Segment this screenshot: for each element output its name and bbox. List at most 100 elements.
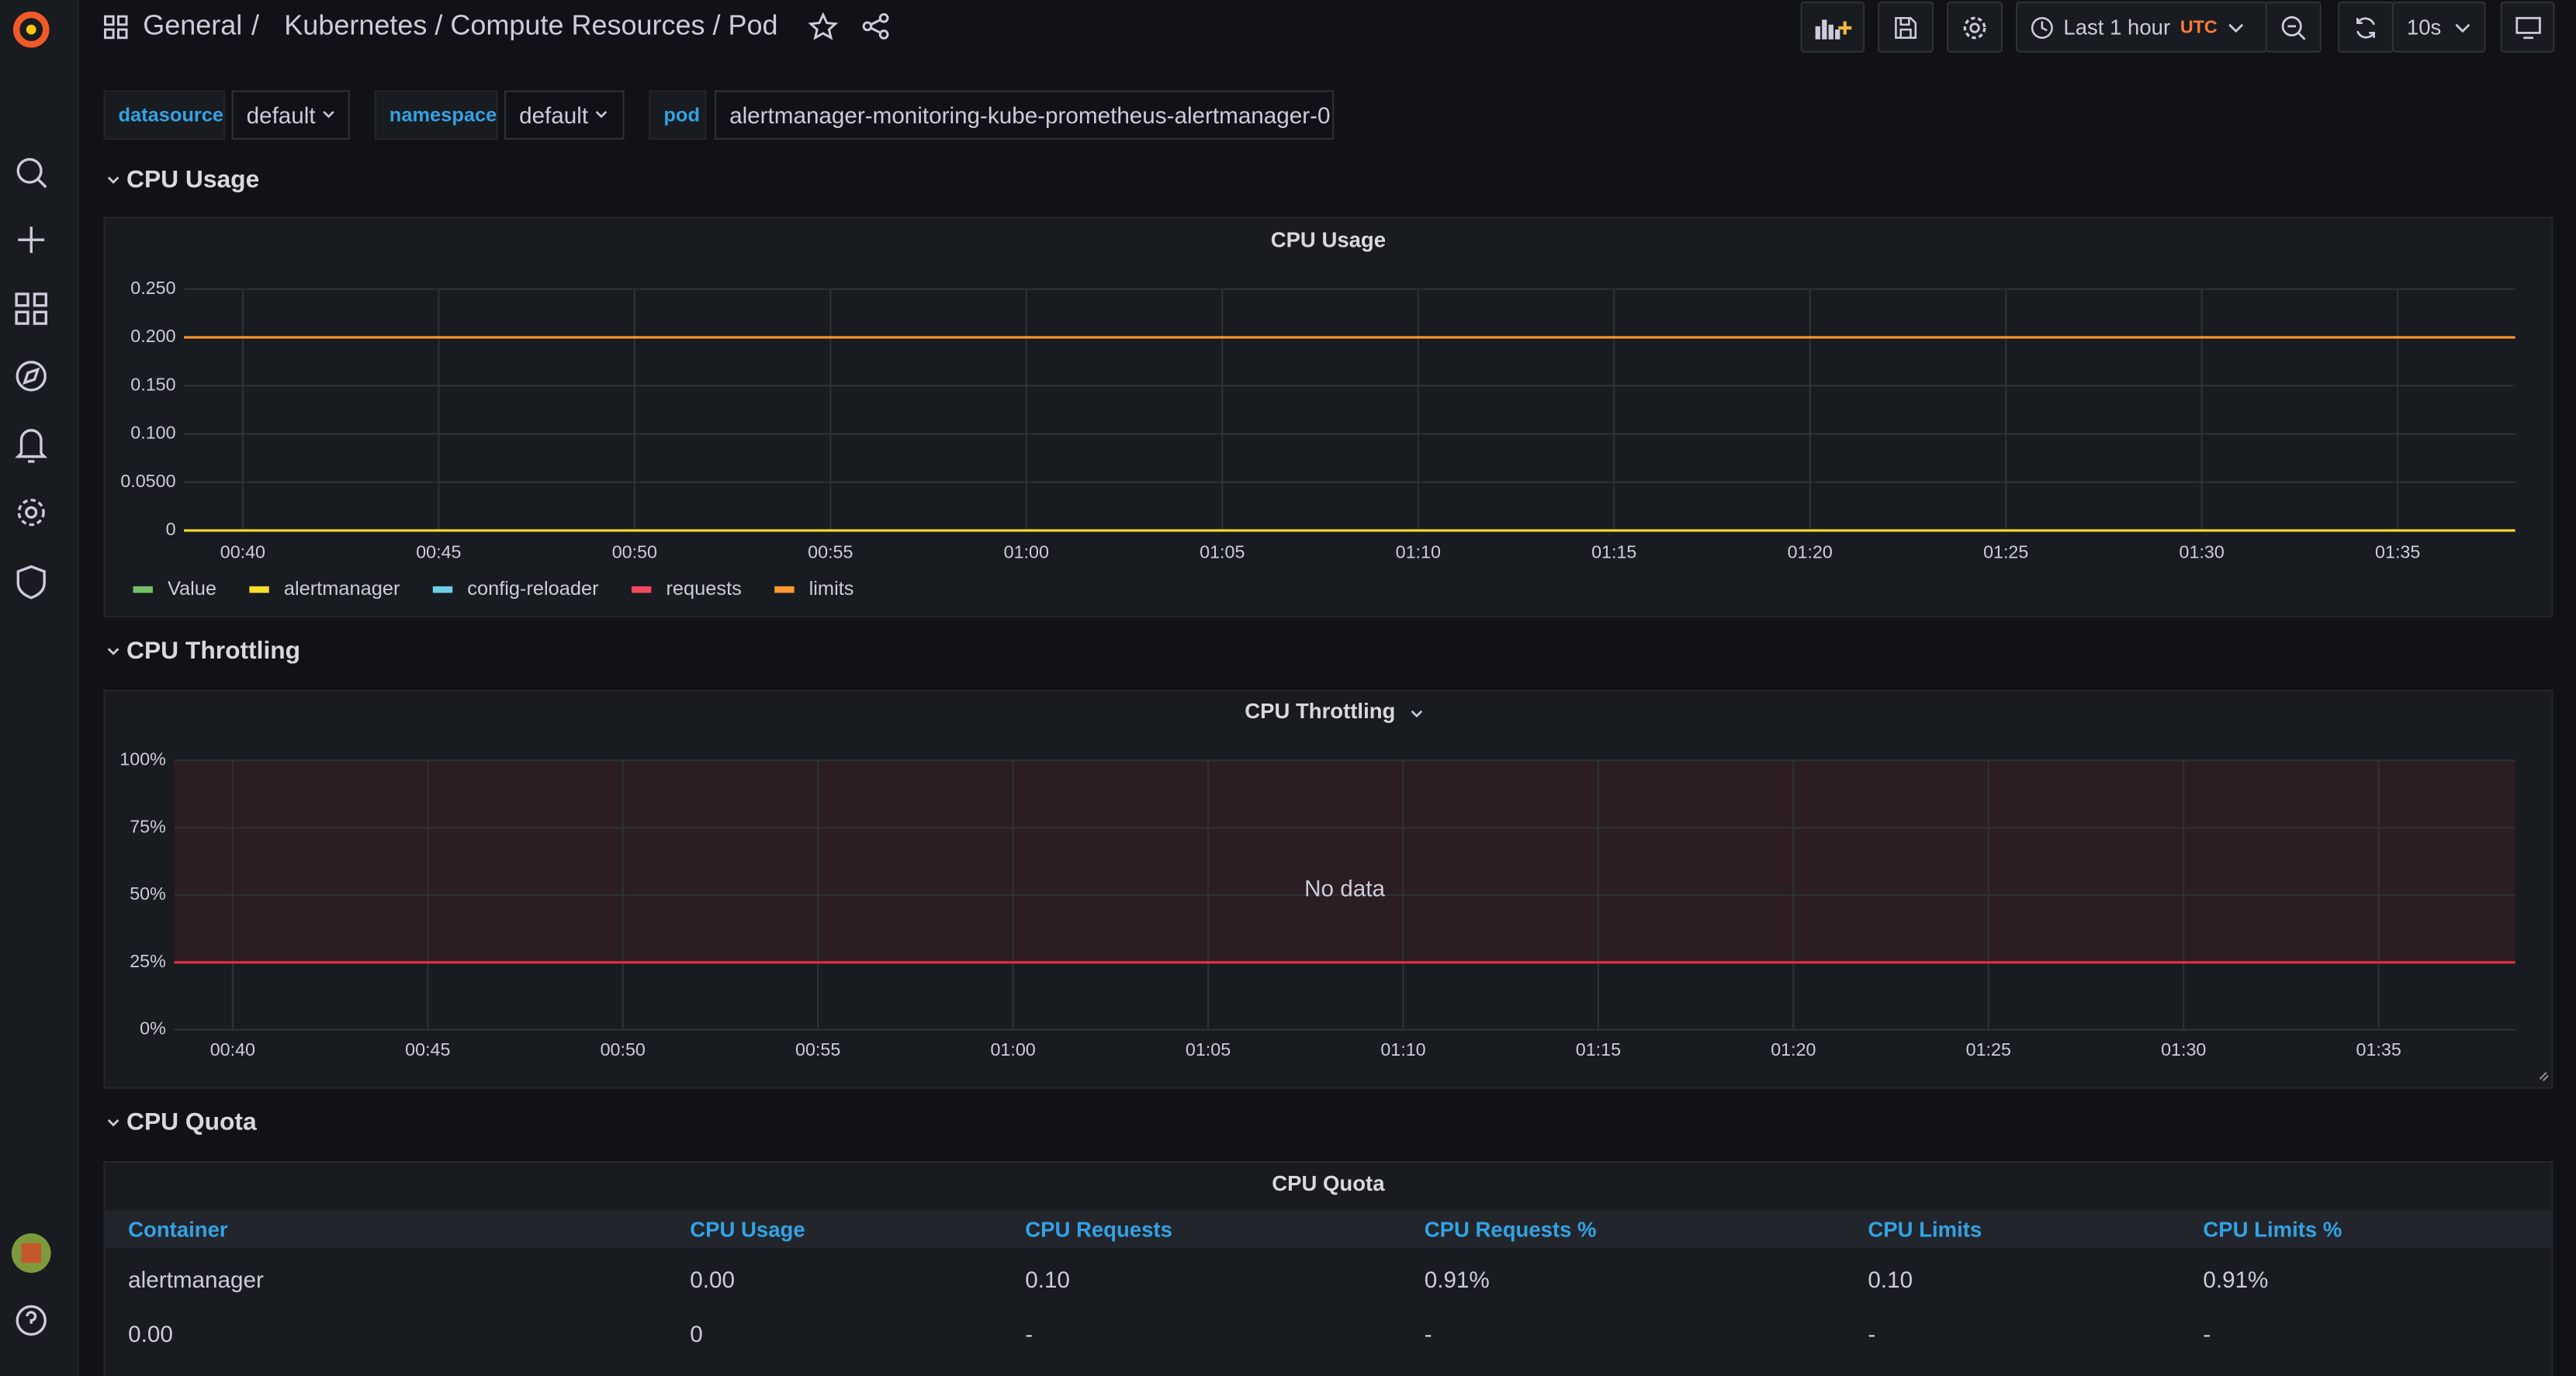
add-panel-button[interactable] — [1800, 2, 1865, 53]
x-tick-label: 01:00 — [1004, 542, 1049, 562]
explore-icon[interactable] — [16, 361, 47, 392]
chevron — [323, 111, 334, 119]
create-icon[interactable] — [18, 226, 45, 254]
threshold-area — [174, 760, 2515, 963]
time-range: Last 1 hour — [2063, 15, 2171, 40]
shield-icon[interactable] — [16, 565, 46, 600]
title-actions — [808, 12, 889, 40]
x-tick-label: 01:20 — [1771, 1039, 1816, 1060]
x-tick-label: 00:40 — [220, 542, 265, 562]
row-chevron[interactable] — [106, 644, 122, 660]
row-chevron[interactable] — [106, 1115, 122, 1132]
x-tick-label: 00:50 — [601, 1039, 646, 1060]
row-title[interactable]: CPU Throttling — [126, 637, 301, 666]
x-tick-label: 00:55 — [808, 542, 853, 562]
variable-dropdown[interactable]: default — [231, 90, 350, 140]
search-icon[interactable] — [16, 157, 47, 188]
chevron — [1330, 109, 1332, 122]
breadcrumb-separator: / — [251, 9, 259, 41]
chevron — [2228, 22, 2243, 33]
timezone: UTC — [2180, 17, 2218, 37]
y-tick-label: 0.100 — [130, 423, 175, 443]
y-tick-label: 0.250 — [130, 278, 175, 298]
dashboard-icon — [104, 15, 128, 40]
table-cell: 0.91% — [1424, 1266, 1490, 1293]
cpu-usage-chart: CPU Usage 0 0.0500 0.100 0.150 0.200 0.250 00:4… — [120, 228, 2515, 600]
variable-dropdown[interactable]: alertmanager-monitoring-kube-prometheus-… — [715, 90, 1335, 140]
row-chevron[interactable] — [106, 172, 122, 188]
title-chevron — [1411, 710, 1423, 717]
zoom-out-button[interactable] — [2265, 2, 2322, 53]
panel: CPU Usage 0 0.0500 0.100 0.150 0.200 0.250 00:4… — [103, 216, 2553, 618]
refresh-button[interactable] — [2337, 2, 2394, 53]
alerting-icon[interactable] — [15, 429, 48, 463]
share-button[interactable] — [862, 12, 889, 40]
y-tick-label: 0 — [166, 519, 176, 539]
column-header[interactable]: Container — [128, 1216, 228, 1242]
x-tick-label: 01:30 — [2180, 542, 2225, 562]
x-tick-label: 01:10 — [1396, 542, 1441, 562]
x-tick-label: 01:30 — [2161, 1039, 2206, 1060]
x-tick-label: 01:00 — [990, 1039, 1035, 1060]
avatar[interactable] — [11, 1233, 51, 1273]
legend-label[interactable]: config-reloader — [467, 578, 599, 600]
variable-value: default — [246, 102, 316, 129]
variable-dropdown[interactable]: default — [504, 90, 625, 140]
dashboards-icon[interactable] — [15, 292, 47, 325]
clock-icon — [2031, 16, 2053, 38]
column-header[interactable]: CPU Limits — [1868, 1216, 1982, 1242]
legend-label[interactable]: limits — [809, 578, 854, 600]
time-picker[interactable]: Last 1 hour UTC — [2015, 2, 2267, 53]
column-header[interactable]: CPU Requests — [1025, 1216, 1172, 1242]
column-header[interactable]: CPU Usage — [690, 1216, 805, 1242]
grafana-logo[interactable] — [12, 11, 50, 48]
panel-title: CPU Quota — [1272, 1170, 1385, 1196]
breadcrumb-folder[interactable]: General — [143, 9, 243, 41]
dashboard-title[interactable]: Kubernetes / Compute Resources / Pod — [284, 9, 778, 41]
table-cell: 0 — [690, 1320, 703, 1347]
help-icon[interactable] — [16, 1305, 47, 1336]
panel: CPU Throttling 0% 25% 50% 75% 100% 00:40 00:45 0… — [103, 690, 2553, 1089]
tv-icon — [2515, 16, 2540, 39]
table-cell: 0.00 — [128, 1320, 173, 1347]
y-tick-label: 0.200 — [130, 326, 175, 346]
column-header[interactable]: CPU Limits % — [2203, 1216, 2342, 1242]
x-tick-label: 01:15 — [1576, 1039, 1621, 1060]
legend-label[interactable]: Value — [168, 578, 216, 600]
table-cell: - — [1424, 1320, 1432, 1347]
legend-label[interactable]: alertmanager — [284, 578, 400, 600]
variable-value: alertmanager-monitoring-kube-prometheus-… — [729, 102, 1331, 129]
legend-label[interactable]: requests — [666, 578, 741, 600]
x-tick-label: 01:35 — [2356, 1039, 2401, 1060]
row-title[interactable]: CPU Quota — [126, 1108, 257, 1137]
tv-mode-button[interactable] — [2500, 2, 2555, 53]
x-tick-label: 01:10 — [1380, 1039, 1425, 1060]
refresh-interval[interactable]: 10s — [2391, 2, 2486, 53]
table-cell: - — [1868, 1320, 1876, 1347]
settings-button[interactable] — [1947, 2, 2003, 53]
resize-handle — [2539, 1071, 2549, 1081]
x-tick-label: 01:25 — [1983, 542, 2028, 562]
row-title[interactable]: CPU Usage — [126, 165, 260, 194]
config-icon[interactable] — [17, 499, 45, 527]
y-tick-label: 0.150 — [130, 374, 175, 394]
no-data-text: No data — [1304, 876, 1385, 901]
x-tick-label: 01:15 — [1591, 542, 1636, 562]
table-cell: - — [1025, 1320, 1034, 1347]
save-button[interactable] — [1878, 2, 1934, 53]
sidebar — [0, 0, 79, 1376]
x-tick-label: 00:55 — [795, 1039, 840, 1060]
variable-label: pod — [649, 90, 707, 140]
variable-value: default — [519, 102, 589, 129]
x-tick-label: 01:20 — [1788, 542, 1833, 562]
refresh-value: 10s — [2406, 15, 2442, 40]
column-header[interactable]: CPU Requests % — [1424, 1216, 1597, 1242]
star-button[interactable] — [808, 12, 839, 40]
x-tick-label: 00:40 — [210, 1039, 255, 1060]
chevron — [595, 111, 608, 119]
table-panel: CPU Quota Container CPU Usage CPU Requests… — [103, 1160, 2553, 1376]
y-tick-label: 100% — [119, 749, 166, 769]
panel-title: CPU Usage — [1271, 228, 1386, 252]
